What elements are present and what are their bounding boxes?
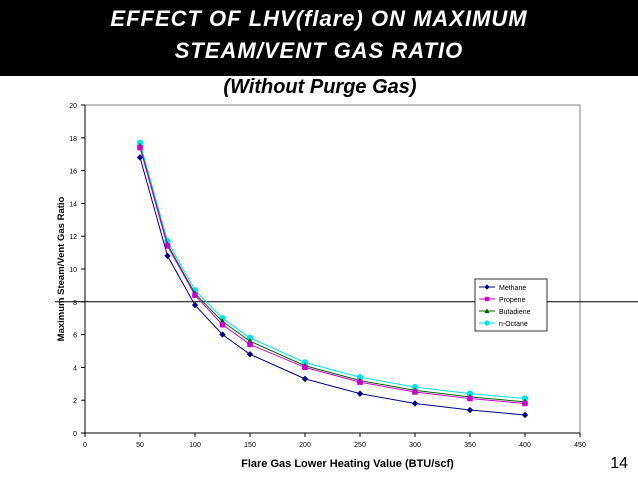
data-point-n-octane bbox=[521, 395, 529, 402]
y-tick-label: 14 bbox=[69, 201, 77, 208]
data-point-propene bbox=[467, 395, 473, 402]
data-point-propene bbox=[219, 322, 226, 328]
y-tick-label: 18 bbox=[69, 136, 77, 143]
plot-area bbox=[84, 104, 581, 434]
data-point-propene bbox=[302, 364, 308, 371]
legend-label-propene: Propene bbox=[499, 297, 526, 304]
title-bar: EFFECT OF LHV(flare) ON MAXIMUM STEAM/VE… bbox=[0, 0, 638, 76]
y-tick-label: 20 bbox=[69, 103, 77, 110]
x-tick-label: 100 bbox=[189, 442, 201, 449]
legend-label-n-octane: n-Octane bbox=[499, 321, 528, 328]
y-tick-label: 6 bbox=[73, 333, 77, 340]
y-tick-label: 0 bbox=[73, 431, 77, 438]
data-point-methane bbox=[246, 351, 254, 358]
x-tick-label: 450 bbox=[574, 442, 586, 449]
legend-marker-methane bbox=[484, 284, 490, 290]
title-line-1: EFFECT OF LHV(flare) ON MAXIMUM bbox=[110, 6, 528, 31]
data-point-methane bbox=[521, 411, 529, 419]
data-point-n-octane bbox=[136, 139, 144, 146]
data-point-n-octane bbox=[466, 390, 474, 397]
y-tick-label: 4 bbox=[73, 365, 77, 372]
data-point-methane bbox=[191, 301, 199, 309]
chart-subtitle: (Without Purge Gas) bbox=[223, 76, 417, 98]
x-tick-label: 400 bbox=[519, 442, 531, 449]
legend-marker-n-octane bbox=[484, 320, 490, 326]
data-point-methane bbox=[136, 154, 144, 161]
series-line-methane bbox=[139, 157, 526, 416]
data-point-methane bbox=[219, 331, 226, 338]
data-point-methane bbox=[301, 375, 309, 383]
data-point-propene bbox=[357, 379, 363, 385]
x-tick-label: 150 bbox=[244, 442, 256, 449]
data-point-n-octane bbox=[301, 359, 309, 366]
y-axis-label: Maximum Steam/Vent Gas Ratio bbox=[56, 196, 67, 341]
x-tick-label: 50 bbox=[136, 442, 144, 449]
legend-marker-butadiene bbox=[484, 308, 490, 314]
x-tick-label: 0 bbox=[83, 442, 87, 449]
y-tick-label: 2 bbox=[73, 398, 77, 405]
series-line-n-octane bbox=[139, 142, 526, 400]
y-tick-label: 10 bbox=[69, 267, 77, 274]
x-tick-label: 350 bbox=[464, 442, 476, 449]
data-point-methane bbox=[411, 400, 419, 407]
y-tick-label: 16 bbox=[69, 169, 77, 176]
page-number: 14 bbox=[610, 455, 628, 472]
x-tick-label: 300 bbox=[409, 442, 421, 449]
data-point-methane bbox=[356, 390, 364, 397]
y-tick-label: 12 bbox=[69, 234, 77, 241]
legend-label-methane: Methane bbox=[499, 285, 526, 292]
series-line-propene bbox=[139, 147, 526, 404]
data-point-propene bbox=[247, 341, 253, 348]
data-point-n-octane bbox=[356, 374, 364, 381]
data-point-propene bbox=[164, 243, 171, 249]
title-line-2: STEAM/VENT GAS RATIO bbox=[174, 38, 464, 63]
data-point-propene bbox=[522, 400, 528, 407]
data-point-n-octane bbox=[411, 383, 419, 391]
data-point-methane bbox=[164, 252, 171, 260]
data-point-methane bbox=[466, 406, 474, 414]
data-point-propene bbox=[412, 389, 418, 395]
data-point-propene bbox=[192, 292, 198, 298]
x-axis-label: Flare Gas Lower Heating Value (BTU/scf) bbox=[241, 458, 454, 470]
x-tick-label: 200 bbox=[299, 442, 311, 449]
x-tick-label: 250 bbox=[354, 442, 366, 449]
series-line-butadiene bbox=[139, 145, 526, 403]
legend-marker-propene bbox=[484, 296, 490, 302]
legend-label-butadiene: Butadiene bbox=[499, 309, 531, 316]
data-point-propene bbox=[137, 144, 143, 151]
y-tick-label: 8 bbox=[73, 300, 77, 307]
